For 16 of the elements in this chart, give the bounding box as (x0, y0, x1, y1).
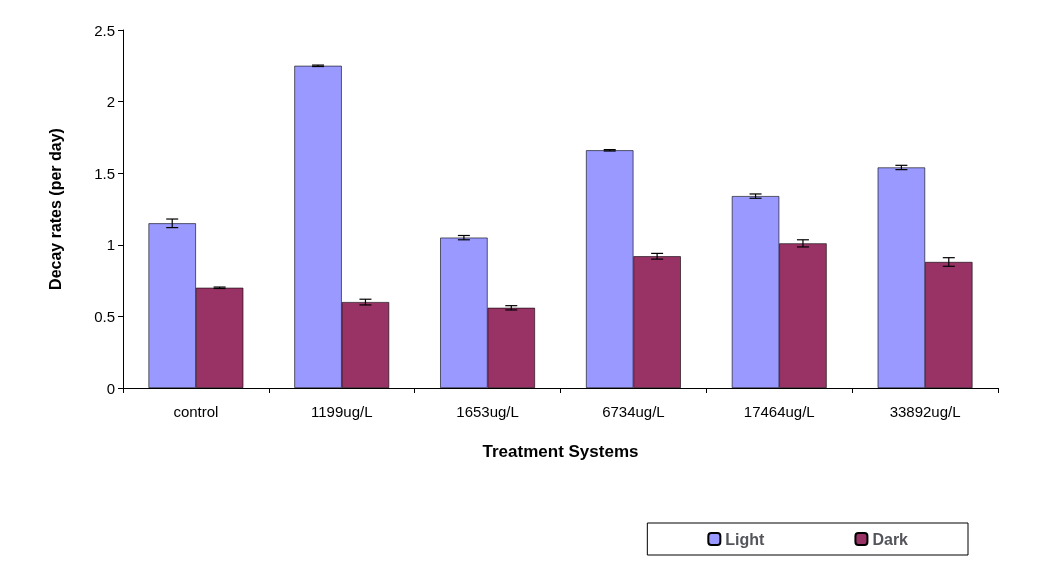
x-tick-label: 1199ug/L (311, 403, 373, 420)
y-tick-label: 1.5 (94, 164, 115, 182)
legend-label: Light (725, 530, 766, 548)
x-tick-label: 6734ug/L (602, 403, 665, 420)
y-tick-label: 0 (106, 379, 115, 397)
y-axis-title: Decay rates (per day) (46, 128, 64, 290)
x-tick-label: 33892ug/L (889, 403, 961, 420)
y-tick-label: 2 (106, 93, 115, 111)
y-tick-label: 0.5 (94, 307, 115, 325)
y-tick-label: 2.5 (94, 21, 115, 39)
x-tick-label: 17464ug/L (743, 403, 815, 420)
legend-label: Dark (872, 530, 909, 548)
x-tick-label: 1653ug/L (456, 403, 519, 420)
x-axis-title: Treatment Systems (482, 442, 639, 461)
y-tick-label: 1 (106, 236, 115, 254)
x-tick-label: control (173, 403, 219, 420)
